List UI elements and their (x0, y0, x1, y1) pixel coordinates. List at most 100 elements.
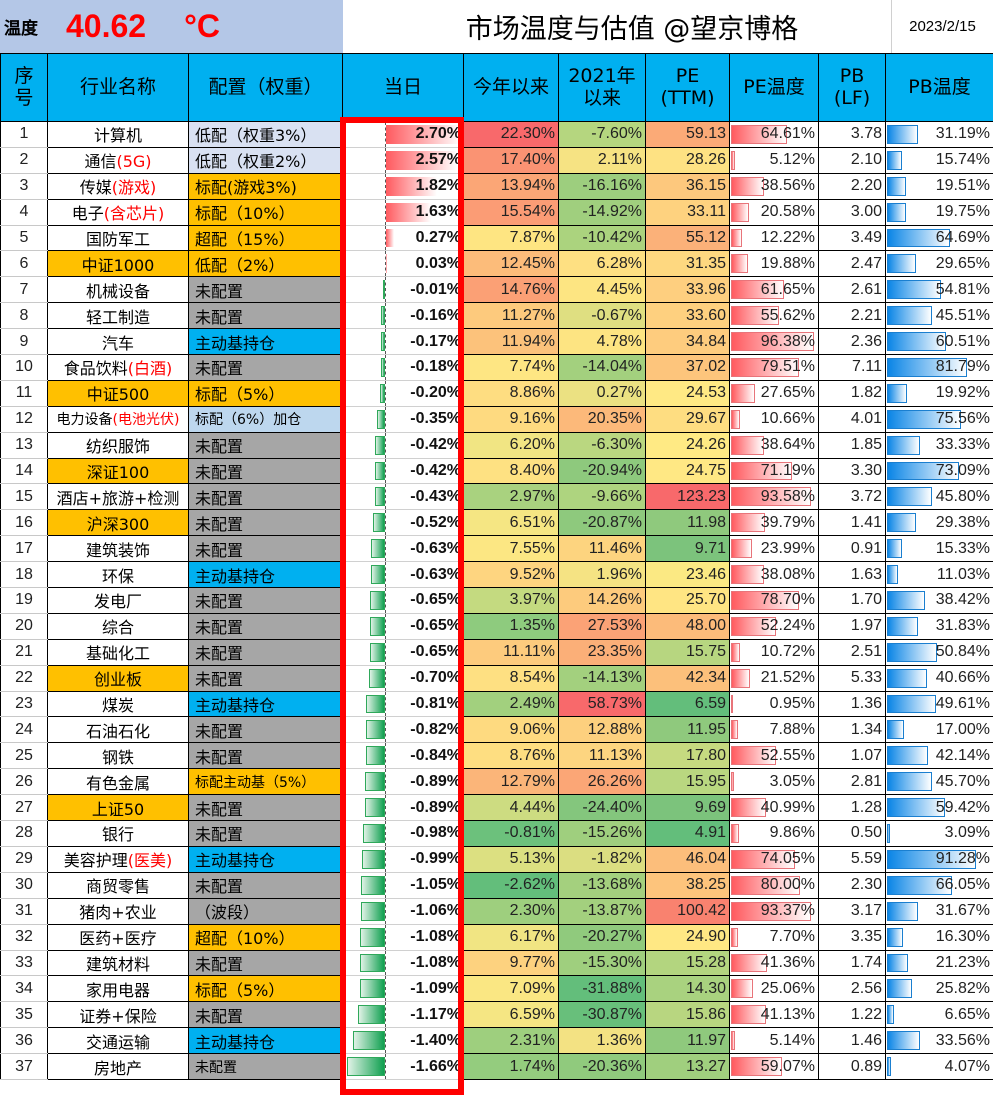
since-2021-change-cell[interactable]: -24.40% (558, 794, 646, 822)
allocation-cell[interactable]: 未配置 (188, 587, 343, 614)
pb-lf-cell[interactable]: 4.01 (818, 405, 886, 433)
pb-lf-cell[interactable]: 3.35 (818, 923, 886, 951)
pb-lf-cell[interactable]: 7.11 (818, 354, 886, 381)
pb-temperature-cell[interactable]: 73.09% (885, 457, 993, 485)
pb-temperature-cell[interactable]: 64.69% (885, 224, 993, 252)
table-row[interactable]: 26 有色金属 标配主动基（5%） -0.89% 12.79% 26.26% 1… (0, 768, 993, 796)
ytd-change-cell[interactable]: 12.79% (463, 768, 559, 796)
ytd-change-cell[interactable]: 2.31% (463, 1027, 559, 1055)
today-change-cell[interactable]: -0.01% (342, 276, 464, 304)
today-change-cell[interactable]: -1.08% (342, 949, 464, 977)
industry-name[interactable]: 煤炭 (47, 690, 189, 718)
pb-temperature-cell[interactable]: 45.51% (885, 302, 993, 330)
since-2021-change-cell[interactable]: 4.78% (558, 328, 646, 356)
allocation-cell[interactable]: 未配置 (188, 820, 343, 847)
allocation-cell[interactable]: 主动基持仓 (188, 690, 343, 718)
since-2021-change-cell[interactable]: -6.30% (558, 431, 646, 459)
ytd-change-cell[interactable]: 8.86% (463, 379, 559, 407)
since-2021-change-cell[interactable]: -9.66% (558, 483, 646, 511)
industry-name[interactable]: 电力设备(电池光伏) (47, 405, 189, 433)
pb-lf-cell[interactable]: 2.36 (818, 328, 886, 356)
since-2021-change-cell[interactable]: 20.35% (558, 405, 646, 433)
pb-lf-cell[interactable]: 2.47 (818, 250, 886, 278)
ytd-change-cell[interactable]: 9.52% (463, 561, 559, 589)
pe-temperature-cell[interactable]: 55.62% (729, 302, 819, 330)
pb-temperature-cell[interactable]: 91.28% (885, 845, 993, 873)
pb-lf-cell[interactable]: 1.74 (818, 949, 886, 977)
since-2021-change-cell[interactable]: 11.46% (558, 535, 646, 563)
table-row[interactable]: 10 食品饮料(白酒) 未配置 -0.18% 7.74% -14.04% 37.… (0, 354, 993, 381)
ytd-change-cell[interactable]: 6.17% (463, 923, 559, 951)
industry-name[interactable]: 电子(含芯片) (47, 198, 189, 226)
pb-temperature-cell[interactable]: 19.75% (885, 198, 993, 226)
today-change-cell[interactable]: -0.52% (342, 509, 464, 537)
since-2021-change-cell[interactable]: 14.26% (558, 587, 646, 614)
industry-name[interactable]: 机械设备 (47, 276, 189, 304)
pb-temperature-cell[interactable]: 29.65% (885, 250, 993, 278)
since-2021-change-cell[interactable]: -10.42% (558, 224, 646, 252)
col-header-pb-lf[interactable]: PB (LF) (818, 53, 886, 122)
ytd-change-cell[interactable]: 2.97% (463, 483, 559, 511)
allocation-cell[interactable]: 标配（5%） (188, 975, 343, 1003)
pe-temperature-cell[interactable]: 74.05% (729, 845, 819, 873)
table-row[interactable]: 27 上证50 未配置 -0.89% 4.44% -24.40% 9.69 40… (0, 794, 993, 822)
today-change-cell[interactable]: -0.70% (342, 664, 464, 692)
pb-temperature-cell[interactable]: 29.38% (885, 509, 993, 537)
pb-temperature-cell[interactable]: 17.00% (885, 716, 993, 744)
pb-temperature-cell[interactable]: 21.23% (885, 949, 993, 977)
pe-temperature-cell[interactable]: 12.22% (729, 224, 819, 252)
today-change-cell[interactable]: -0.65% (342, 638, 464, 666)
ytd-change-cell[interactable]: 14.76% (463, 276, 559, 304)
allocation-cell[interactable]: 低配（权重2%） (188, 146, 343, 174)
pe-ttm-cell[interactable]: 25.70 (645, 587, 730, 614)
allocation-cell[interactable]: 未配置 (188, 431, 343, 459)
table-row[interactable]: 25 钢铁 未配置 -0.84% 8.76% 11.13% 17.80 52.5… (0, 742, 993, 770)
pb-temperature-cell[interactable]: 31.67% (885, 897, 993, 925)
table-row[interactable]: 23 煤炭 主动基持仓 -0.81% 2.49% 58.73% 6.59 0.9… (0, 690, 993, 718)
pb-lf-cell[interactable]: 1.97 (818, 612, 886, 640)
pe-ttm-cell[interactable]: 23.46 (645, 561, 730, 589)
since-2021-change-cell[interactable]: 1.36% (558, 1027, 646, 1055)
col-header-allocation[interactable]: 配置（权重） (188, 53, 343, 122)
ytd-change-cell[interactable]: 4.44% (463, 794, 559, 822)
pe-temperature-cell[interactable]: 61.65% (729, 276, 819, 304)
table-row[interactable]: 22 创业板 未配置 -0.70% 8.54% -14.13% 42.34 21… (0, 664, 993, 692)
ytd-change-cell[interactable]: 11.94% (463, 328, 559, 356)
table-row[interactable]: 6 中证1000 低配（2%） 0.03% 12.45% 6.28% 31.35… (0, 250, 993, 278)
since-2021-change-cell[interactable]: -20.27% (558, 923, 646, 951)
ytd-change-cell[interactable]: 2.49% (463, 690, 559, 718)
allocation-cell[interactable]: 标配主动基（5%） (188, 768, 343, 796)
today-change-cell[interactable]: -0.42% (342, 457, 464, 485)
pe-ttm-cell[interactable]: 24.75 (645, 457, 730, 485)
table-row[interactable]: 36 交通运输 主动基持仓 -1.40% 2.31% 1.36% 11.97 5… (0, 1027, 993, 1055)
industry-name[interactable]: 综合 (47, 612, 189, 640)
pe-ttm-cell[interactable]: 17.80 (645, 742, 730, 770)
allocation-cell[interactable]: 标配（5%） (188, 379, 343, 407)
col-header-index[interactable]: 序号 (0, 53, 48, 122)
industry-name[interactable]: 发电厂 (47, 587, 189, 614)
pe-ttm-cell[interactable]: 24.26 (645, 431, 730, 459)
pb-temperature-cell[interactable]: 19.92% (885, 379, 993, 407)
today-change-cell[interactable]: -0.65% (342, 587, 464, 614)
table-row[interactable]: 13 纺织服饰 未配置 -0.42% 6.20% -6.30% 24.26 38… (0, 431, 993, 459)
pe-ttm-cell[interactable]: 100.42 (645, 897, 730, 925)
col-header-industry[interactable]: 行业名称 (47, 53, 189, 122)
allocation-cell[interactable]: 未配置 (188, 276, 343, 304)
pb-temperature-cell[interactable]: 15.33% (885, 535, 993, 563)
table-row[interactable]: 15 酒店+旅游+检测 未配置 -0.43% 2.97% -9.66% 123.… (0, 483, 993, 511)
industry-name[interactable]: 美容护理(医美) (47, 845, 189, 873)
pe-temperature-cell[interactable]: 39.79% (729, 509, 819, 537)
pb-lf-cell[interactable]: 0.89 (818, 1053, 886, 1080)
allocation-cell[interactable]: 未配置 (188, 716, 343, 744)
table-row[interactable]: 29 美容护理(医美) 主动基持仓 -0.99% 5.13% -1.82% 46… (0, 845, 993, 873)
pe-temperature-cell[interactable]: 9.86% (729, 820, 819, 847)
pe-temperature-cell[interactable]: 79.51% (729, 354, 819, 381)
pe-temperature-cell[interactable]: 52.55% (729, 742, 819, 770)
table-row[interactable]: 3 传媒(游戏) 标配(游戏3%) 1.82% 13.94% -16.16% 3… (0, 172, 993, 200)
table-row[interactable]: 19 发电厂 未配置 -0.65% 3.97% 14.26% 25.70 78.… (0, 587, 993, 614)
table-row[interactable]: 18 环保 主动基持仓 -0.63% 9.52% 1.96% 23.46 38.… (0, 561, 993, 589)
pb-lf-cell[interactable]: 1.34 (818, 716, 886, 744)
allocation-cell[interactable]: 标配（10%） (188, 198, 343, 226)
pe-ttm-cell[interactable]: 24.90 (645, 923, 730, 951)
pe-temperature-cell[interactable]: 10.66% (729, 405, 819, 433)
